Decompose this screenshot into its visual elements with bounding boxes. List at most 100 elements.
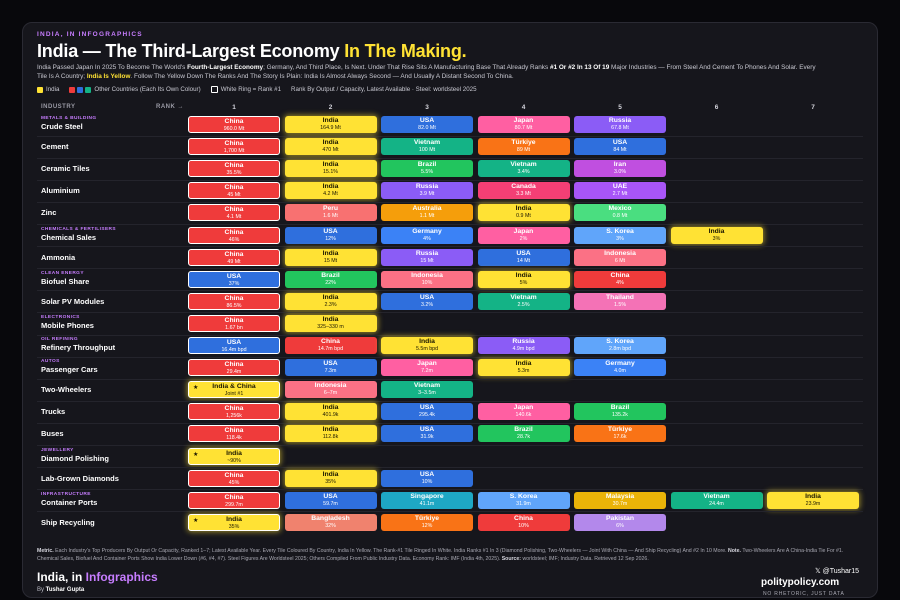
- category-label: CLEAN ENERGY: [41, 270, 84, 276]
- tile-value: 1,700 Mt: [223, 148, 245, 155]
- tile-country: USA: [419, 404, 435, 412]
- tile-value: 112.8k: [322, 434, 339, 441]
- row-divider: [37, 290, 863, 292]
- star-icon: ★: [193, 451, 199, 458]
- tile-value: 82.0 Mt: [418, 125, 436, 131]
- legend-india-label: India: [46, 86, 60, 93]
- tile-country: Japan: [513, 404, 534, 412]
- rank-column-number: 3: [425, 104, 429, 111]
- rank-tile: China 960.0 Mt: [188, 116, 280, 133]
- rank-tile: India 2.3%: [284, 292, 377, 310]
- tile-value: 28.7k: [517, 434, 530, 441]
- rank-tile: China 35.5%: [188, 160, 280, 178]
- tile-value: 15.1%: [322, 169, 339, 176]
- row-divider: [37, 467, 863, 469]
- tile-country: China: [224, 493, 244, 501]
- row-divider: [37, 135, 863, 137]
- rank-tile: India 23.9m: [767, 491, 859, 509]
- tile-value: 4%: [616, 279, 624, 286]
- tile-value: 15 Mt: [323, 257, 338, 264]
- rank-tile: Japan 2%: [477, 226, 570, 244]
- tile-value: 35.5%: [226, 170, 242, 177]
- tile-value: 59.7m: [323, 500, 338, 507]
- row-divider: [37, 179, 863, 181]
- rank-tile: USA 10%: [381, 469, 473, 487]
- tile-country: Russia: [415, 183, 439, 191]
- notes-note-text: Two-Wheelers Are A China-India Tie For #…: [37, 548, 844, 562]
- social-handle[interactable]: 𝕏 @Tushar15: [815, 568, 860, 575]
- tile-value: 32%: [325, 522, 336, 529]
- footnotes: Metric. Each Industry's Top Producers By…: [37, 548, 857, 563]
- rank-tile: ★ India & China Joint #1: [188, 381, 280, 399]
- tile-country: USA: [419, 470, 435, 478]
- rank-tile: China 4%: [574, 270, 666, 288]
- tile-value: 3%: [712, 235, 721, 242]
- rank-tile: Thailand 1.5%: [574, 292, 666, 310]
- rank-tile: Vietnam 100 Mt: [381, 138, 473, 156]
- tile-country: Russia: [608, 117, 632, 124]
- tile-country: India: [322, 183, 339, 191]
- website-link[interactable]: politypolicy.com: [761, 577, 840, 588]
- rank-tile: USA 59.7m: [284, 491, 377, 509]
- tile-country: Pakistan: [606, 514, 634, 522]
- tile-country: India: [322, 293, 339, 301]
- tile-country: Brazil: [417, 161, 437, 169]
- tile-country: USA: [516, 249, 531, 257]
- tile-value: 22%: [325, 279, 336, 286]
- rank-tile: Indonesia 6–7m: [284, 381, 377, 399]
- tile-value: 35%: [325, 478, 336, 485]
- tile-country: Vietnam: [413, 382, 441, 390]
- tile-country: Singapore: [410, 492, 444, 500]
- tile-country: Japan: [513, 227, 534, 235]
- rank-tile: Türkiye 12%: [381, 513, 473, 531]
- industry-label: Ammonia: [41, 252, 76, 262]
- tile-country: China: [224, 316, 244, 324]
- legend: India Other Countries (Each Its Own Colo…: [37, 86, 477, 93]
- rank-tile: India 3%: [670, 226, 763, 244]
- rank-tile: Russia 15 Mt: [381, 248, 473, 266]
- tile-value: 960.0 Mt: [223, 126, 245, 132]
- tile-country: USA: [323, 492, 338, 500]
- tile-value: 89 Mt: [516, 147, 531, 154]
- tile-value: 24.4m: [709, 500, 724, 507]
- byline-label: By: [37, 587, 46, 593]
- tile-country: India: [322, 426, 339, 434]
- rank-tile: USA 12%: [284, 226, 377, 244]
- industry-label: Container Ports: [41, 497, 98, 507]
- tile-country: India: [322, 249, 339, 257]
- rank-tile: India 470 Mt: [284, 138, 377, 156]
- rank-tile: India 4.2 Mt: [284, 182, 377, 200]
- tile-value: 0.8 Mt: [612, 213, 628, 220]
- tile-value: 10%: [421, 279, 433, 286]
- tile-country: India: [322, 139, 339, 147]
- tile-country: Japan: [513, 117, 534, 124]
- tile-country: India: [515, 271, 532, 279]
- tile-country: Germany: [605, 360, 635, 368]
- tile-value: 5.5m bpd: [415, 346, 439, 352]
- tile-country: Canada: [511, 183, 536, 191]
- tile-country: Brazil: [321, 271, 340, 279]
- rank-tile: Indonesia 10%: [381, 270, 473, 288]
- tile-country: Vietnam: [703, 492, 730, 500]
- rank-tile: Vietnam 3.4%: [477, 160, 570, 178]
- tile-country: India: [322, 161, 339, 169]
- rank-tile: Russia 3.9 Mt: [381, 182, 473, 200]
- rank-tile: Brazil 28.7k: [477, 425, 570, 443]
- notes-source-label: Source:: [501, 555, 522, 562]
- tile-country: USA: [419, 117, 435, 124]
- tile-country: Russia: [512, 338, 535, 345]
- series-label: INDIA, IN INFOGRAPHICS: [37, 31, 143, 38]
- tile-country: Türkiye: [511, 139, 536, 147]
- rank-tile: Türkiye 89 Mt: [477, 138, 570, 156]
- tile-country: China: [321, 338, 340, 345]
- tile-value: 46%: [228, 236, 240, 243]
- tile-country: China: [224, 471, 244, 479]
- tile-country: Vietnam: [510, 293, 537, 301]
- tile-country: Mexico: [608, 205, 632, 213]
- category-label: INFRASTRUCTURE: [41, 491, 91, 497]
- rank-column-number: 5: [618, 104, 622, 111]
- rank-tile: China 86.5%: [188, 292, 280, 310]
- tile-country: India & China: [212, 383, 256, 391]
- tile-country: Thailand: [606, 293, 634, 301]
- tile-value: 4.0m: [614, 368, 626, 375]
